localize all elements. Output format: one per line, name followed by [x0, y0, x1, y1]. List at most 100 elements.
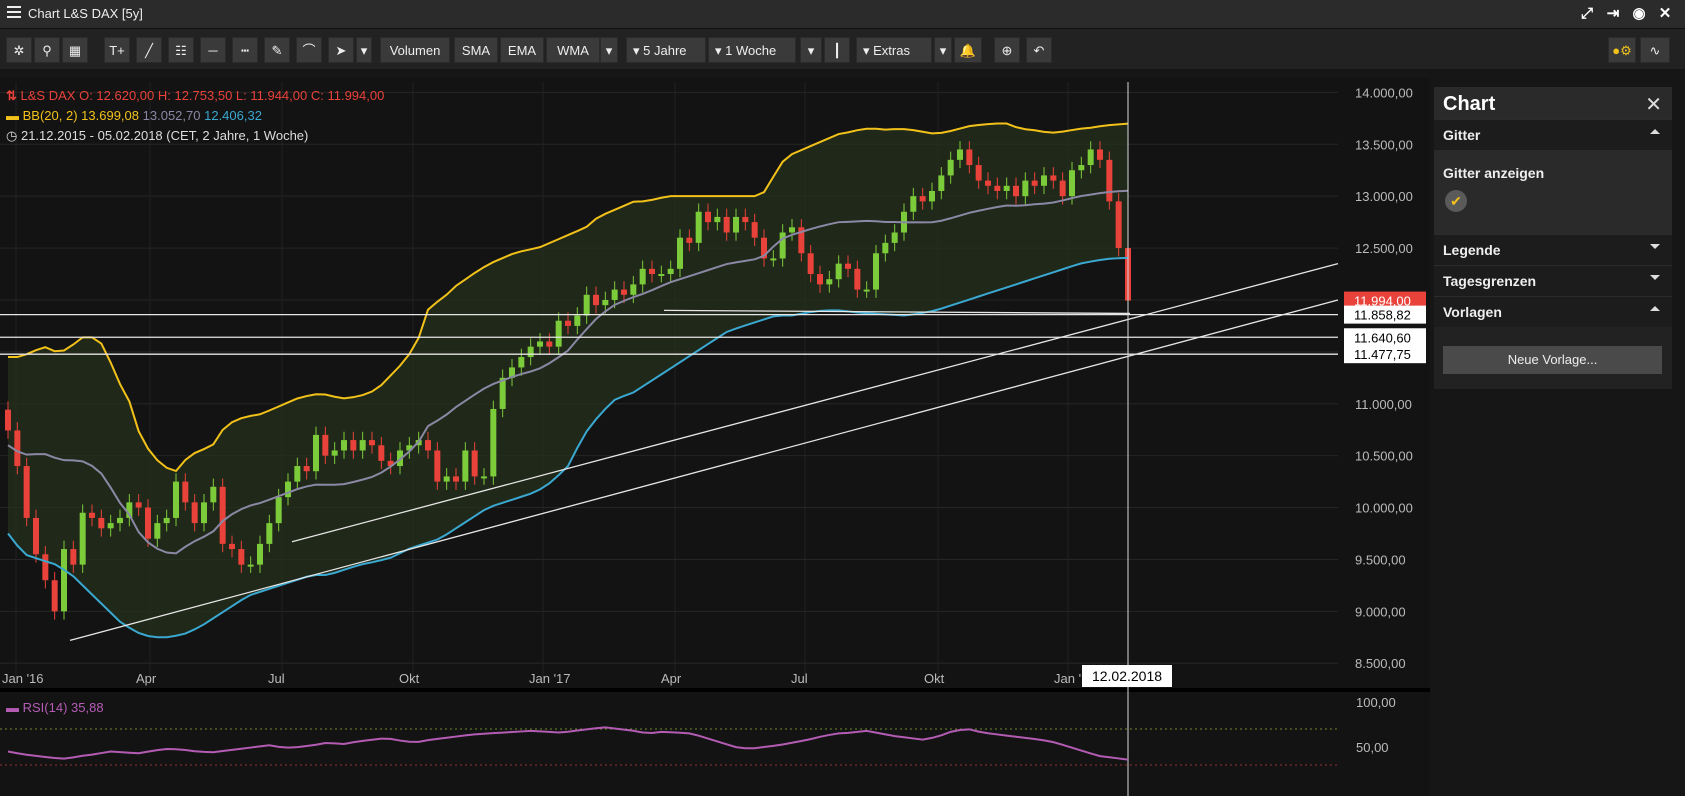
candle-body: [677, 237, 683, 269]
candle-body: [817, 274, 823, 285]
y-tick-label: 13.000,00: [1355, 189, 1413, 204]
candle-body: [117, 517, 123, 524]
candle-body: [854, 268, 861, 290]
candle-body: [957, 149, 963, 160]
zoom-in-icon[interactable]: ⊕: [994, 37, 1020, 63]
candle-body: [798, 227, 805, 254]
candle-body: [154, 523, 161, 539]
fullscreen-icon[interactable]: ⤢: [1580, 5, 1593, 22]
horizontal-line-icon[interactable]: ─: [200, 37, 226, 63]
volumen-button[interactable]: Volumen: [380, 37, 450, 63]
candle-body: [14, 430, 21, 467]
wma-button[interactable]: WMA: [546, 37, 600, 63]
bb-legend-swatch: ▬: [6, 108, 19, 123]
candle-body: [107, 523, 114, 529]
rsi-value: 35,88: [71, 700, 104, 715]
chevron-down-icon[interactable]: ▾: [356, 37, 372, 63]
pencil-icon[interactable]: ✎: [264, 37, 290, 63]
vorlagen-section-header[interactable]: Vorlagen: [1434, 296, 1672, 327]
settings-circle-icon[interactable]: ◉: [1632, 5, 1646, 22]
y-tick-label: 9.000,00: [1355, 604, 1406, 619]
candle-body: [42, 554, 49, 581]
gitter-anzeigen-checkbox[interactable]: ✔: [1445, 190, 1467, 212]
candle-body: [621, 289, 627, 295]
candle-body: [229, 543, 235, 550]
candle-body: [742, 216, 749, 223]
drawn-line: [291, 263, 1339, 543]
candle-body: [1050, 175, 1057, 181]
hamburger-menu-icon[interactable]: [7, 6, 21, 20]
close-icon[interactable]: ✕: [1658, 5, 1672, 22]
candle-body: [611, 289, 618, 300]
candle-body: [294, 466, 301, 482]
sma-button[interactable]: SMA: [454, 37, 498, 63]
rsi-legend: ▬ RSI(14) 35,88: [6, 700, 104, 715]
candle-body: [303, 466, 310, 472]
range-select-label: 5 Jahre: [643, 43, 687, 58]
chevron-down-icon: [1650, 275, 1660, 280]
candle-body: [761, 237, 767, 259]
channel-tool-icon[interactable]: ┅: [232, 37, 258, 63]
candle-body: [387, 460, 394, 467]
alarm-bell-icon[interactable]: 🔔: [954, 37, 982, 63]
indicator-toggle-icon[interactable]: ●⚙: [1608, 37, 1636, 63]
candlestick-type-icon[interactable]: ┃: [824, 37, 850, 63]
range-select[interactable]: ▾ 5 Jahre: [626, 37, 706, 63]
neue-vorlage-button[interactable]: Neue Vorlage...: [1443, 346, 1662, 374]
line-tool-icon[interactable]: ╱: [136, 37, 162, 63]
rsi-name: RSI(14): [22, 700, 68, 715]
gitter-label: Gitter: [1443, 127, 1481, 143]
legende-section-header[interactable]: Legende: [1434, 234, 1672, 265]
x-tick-label: Jan '16: [2, 671, 44, 686]
panel-close-icon[interactable]: ✕: [1645, 94, 1662, 116]
candle-body: [863, 289, 870, 292]
gitter-section-header[interactable]: Gitter: [1434, 119, 1672, 150]
candle-body: [70, 549, 77, 565]
x-tick-label: Okt: [924, 671, 945, 686]
ema-button[interactable]: EMA: [500, 37, 544, 63]
window-titlebar: Chart L&S DAX [5y] ⤢ ⇥ ◉ ✕: [0, 0, 1685, 29]
chevron-down-icon[interactable]: ▾: [600, 37, 618, 63]
candle-body: [938, 175, 945, 191]
candle-body: [331, 450, 338, 456]
candle-body: [490, 408, 497, 477]
candle-body: [985, 180, 991, 186]
candle-body: [593, 294, 599, 306]
candle-body: [1106, 159, 1113, 202]
tagesgrenzen-section-header[interactable]: Tagesgrenzen: [1434, 265, 1672, 296]
pulse-wave-icon[interactable]: ∿: [1640, 37, 1670, 63]
arc-tool-icon[interactable]: ⌒: [296, 37, 322, 63]
undo-icon[interactable]: ↶: [1026, 37, 1052, 63]
interval-select[interactable]: ▾ 1 Woche: [708, 37, 796, 63]
bb-upper-line: [8, 122, 1129, 473]
chevron-down-icon[interactable]: ▾: [934, 37, 952, 63]
extras-menu[interactable]: ▾ Extras: [856, 37, 932, 63]
x-tick-label: Apr: [136, 671, 157, 686]
candle-body: [1003, 185, 1010, 191]
candle-body: [369, 440, 375, 446]
candle-body: [359, 440, 366, 451]
arrow-tool-icon[interactable]: ➤: [328, 37, 354, 63]
x-tick-label: Jul: [268, 671, 285, 686]
candle-body: [770, 258, 777, 261]
detach-icon[interactable]: ⇥: [1606, 5, 1620, 22]
fibonacci-tool-icon[interactable]: ☷: [168, 37, 194, 63]
layout-grid-icon[interactable]: ▦: [62, 37, 88, 63]
settings-gear-icon[interactable]: ✲: [6, 37, 32, 63]
price-label-text: 11.640,60: [1354, 330, 1411, 345]
candle-body: [33, 517, 39, 555]
y-tick-label: 10.000,00: [1355, 501, 1413, 516]
rsi-pane-bg: [0, 692, 1430, 796]
candle-body: [191, 502, 198, 524]
candle-body: [705, 211, 711, 223]
candle-body: [434, 450, 441, 482]
bollinger-band-fill: [8, 123, 1128, 638]
search-icon[interactable]: ⚲: [34, 37, 60, 63]
text-tool-icon[interactable]: T+: [104, 37, 130, 63]
candle-body: [509, 367, 515, 378]
candle-body: [247, 564, 254, 567]
chevron-down-icon[interactable]: ▾: [800, 37, 822, 63]
candle-body: [163, 517, 170, 524]
candle-body: [79, 512, 86, 565]
